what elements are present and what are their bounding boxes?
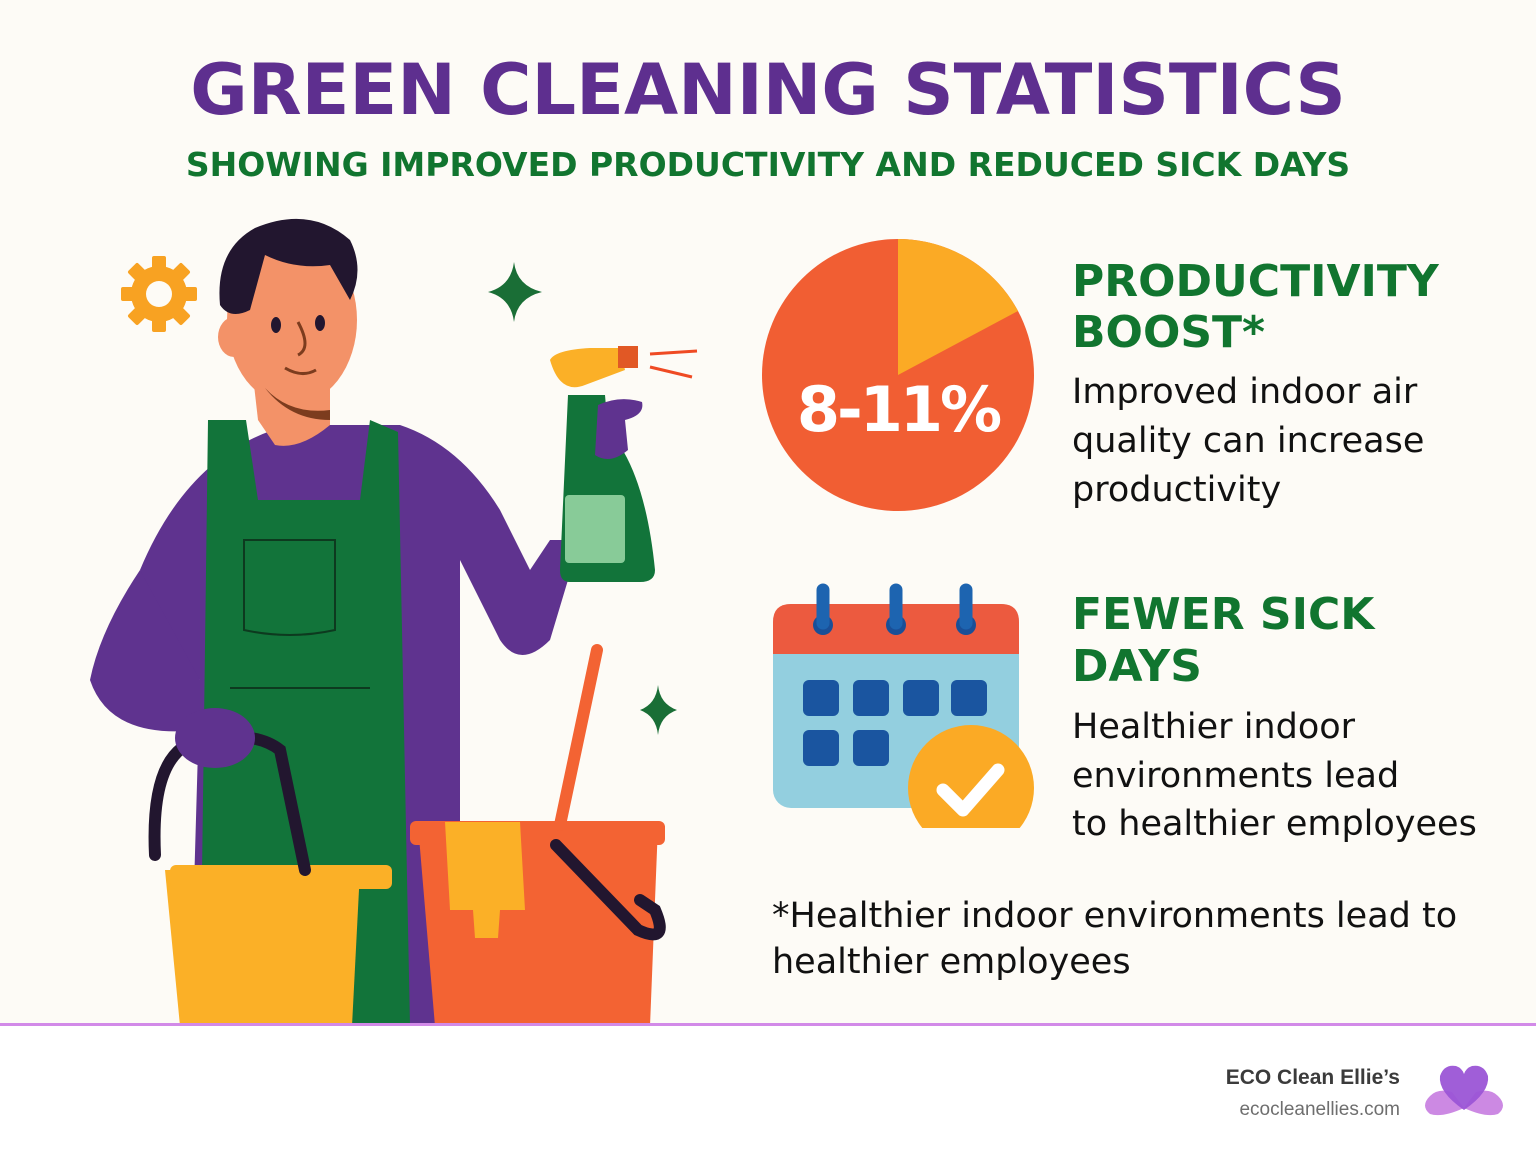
calendar-check-icon bbox=[773, 583, 1034, 828]
sick-days-body-line2: environments lead bbox=[1072, 756, 1400, 796]
productivity-body-line1: Improved indoor air bbox=[1072, 372, 1418, 412]
sick-days-heading-line1: FEWER SICK bbox=[1072, 589, 1375, 640]
cleaner-illustration bbox=[90, 218, 698, 1026]
productivity-body-line2: quality can increase bbox=[1072, 421, 1425, 461]
productivity-body-line3: productivity bbox=[1072, 470, 1282, 510]
footnote-line2: healthier employees bbox=[772, 942, 1131, 982]
brand-name: ECO Clean Ellie’s bbox=[1225, 1066, 1400, 1089]
heart-lotus-logo-icon bbox=[1425, 1065, 1503, 1116]
sparkle-icon bbox=[640, 685, 677, 735]
sick-days-heading-line2: DAYS bbox=[1072, 641, 1202, 692]
productivity-heading-line2: BOOST* bbox=[1072, 307, 1266, 358]
pie-chart-icon bbox=[762, 239, 1034, 511]
footer-divider bbox=[0, 1023, 1536, 1026]
footer bbox=[0, 1026, 1536, 1154]
productivity-heading-line1: PRODUCTIVITY bbox=[1072, 256, 1439, 307]
footnote: *Healthier indoor environments lead to h… bbox=[772, 893, 1472, 985]
sick-days-body-line1: Healthier indoor bbox=[1072, 707, 1356, 747]
sparkle-icon bbox=[488, 262, 542, 322]
page-title: GREEN CLEANING STATISTICS bbox=[190, 49, 1346, 131]
sick-days-body-line3: to healthier employees bbox=[1072, 804, 1477, 844]
brand-url[interactable]: ecocleanellies.com bbox=[1239, 1099, 1400, 1120]
page-subtitle: SHOWING IMPROVED PRODUCTIVITY AND REDUCE… bbox=[185, 145, 1351, 184]
footnote-line1: *Healthier indoor environments lead to bbox=[772, 896, 1458, 936]
gear-icon bbox=[121, 256, 197, 332]
pie-value: 8-11% bbox=[796, 373, 1002, 446]
